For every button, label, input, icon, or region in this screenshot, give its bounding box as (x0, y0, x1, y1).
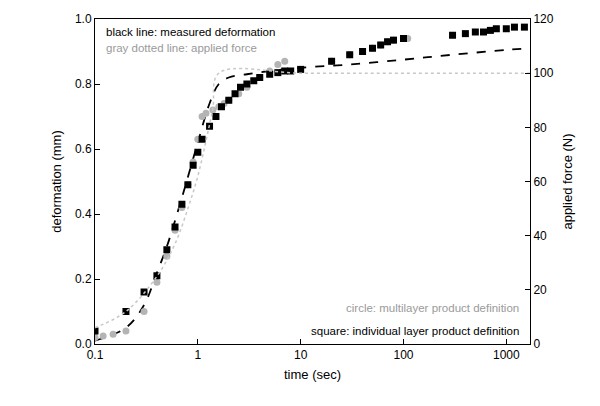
svg-text:0.8: 0.8 (75, 77, 92, 91)
svg-text:square: individual layer produ: square: individual layer product definit… (311, 325, 519, 337)
svg-text:0.6: 0.6 (75, 142, 92, 156)
svg-text:0: 0 (533, 337, 540, 351)
svg-text:black line: measured deformati: black line: measured deformation (106, 26, 275, 38)
svg-text:20: 20 (533, 283, 547, 297)
svg-text:10: 10 (294, 348, 308, 362)
svg-text:applied force (N): applied force (N) (560, 133, 575, 229)
svg-text:time (sec): time (sec) (284, 367, 341, 382)
svg-text:100: 100 (533, 66, 553, 80)
svg-text:circle: multilayer product def: circle: multilayer product definition (346, 302, 519, 314)
svg-text:gray dotted line: applied forc: gray dotted line: applied force (106, 42, 257, 54)
svg-text:100: 100 (393, 348, 413, 362)
svg-text:80: 80 (533, 121, 547, 135)
svg-text:0.2: 0.2 (75, 272, 92, 286)
svg-text:1.0: 1.0 (75, 12, 92, 26)
svg-text:0.4: 0.4 (75, 207, 92, 221)
svg-text:0.1: 0.1 (87, 348, 104, 362)
svg-text:deformation (mm): deformation (mm) (49, 130, 64, 233)
svg-text:60: 60 (533, 175, 547, 189)
svg-text:0.0: 0.0 (75, 337, 92, 351)
svg-text:40: 40 (533, 229, 547, 243)
svg-text:1: 1 (194, 348, 201, 362)
svg-text:120: 120 (533, 12, 553, 26)
svg-text:1000: 1000 (493, 348, 520, 362)
